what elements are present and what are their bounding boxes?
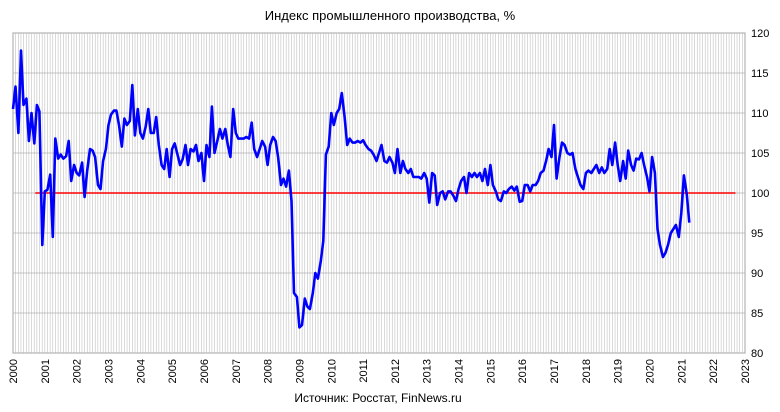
x-tick-label: 2002 [72,359,84,383]
chart-title: Индекс промышленного производства, % [265,8,516,23]
x-axis-tick-labels: 2000 2001 2002 2003 2004 2005 2006 2007 2008 2009… [8,359,752,383]
y-tick-label: 100 [751,188,769,200]
x-tick-label: 2015 [485,359,497,383]
x-tick-label: 2023 [740,359,752,383]
x-tick-label: 2016 [517,359,529,383]
y-axis-tick-labels: 80 85 90 95 100 105 110 115 120 [751,28,769,360]
x-tick-label: 2003 [103,359,115,383]
y-tick-label: 80 [751,348,763,360]
x-tick-label: 2018 [581,359,593,383]
x-tick-label: 2009 [294,359,306,383]
x-tick-label: 2021 [676,359,688,383]
x-tick-label: 2014 [454,359,466,383]
x-tick-label: 2010 [326,359,338,383]
y-tick-label: 85 [751,308,763,320]
y-tick-label: 110 [751,108,769,120]
chart-source: Источник: Росстат, FinNews.ru [294,391,461,405]
x-tick-label: 2008 [263,359,275,383]
x-tick-label: 2017 [549,359,561,383]
y-tick-label: 105 [751,148,769,160]
x-tick-label: 2004 [135,359,147,383]
series-line [11,49,691,329]
x-tick-label: 2022 [708,359,720,383]
y-tick-label: 90 [751,268,763,280]
x-tick-label: 2019 [613,359,625,383]
x-tick-label: 2012 [390,359,402,383]
y-tick-label: 95 [751,228,763,240]
y-tick-label: 115 [751,68,769,80]
x-tick-label: 2020 [645,359,657,383]
series-layer [11,49,691,329]
x-tick-label: 2011 [358,359,370,383]
x-tick-label: 2001 [40,359,52,383]
x-tick-label: 2000 [8,359,20,383]
x-tick-label: 2005 [167,359,179,383]
y-tick-label: 120 [751,28,769,40]
x-tick-label: 2007 [231,359,243,383]
x-tick-label: 2006 [199,359,211,383]
x-tick-label: 2013 [422,359,434,383]
